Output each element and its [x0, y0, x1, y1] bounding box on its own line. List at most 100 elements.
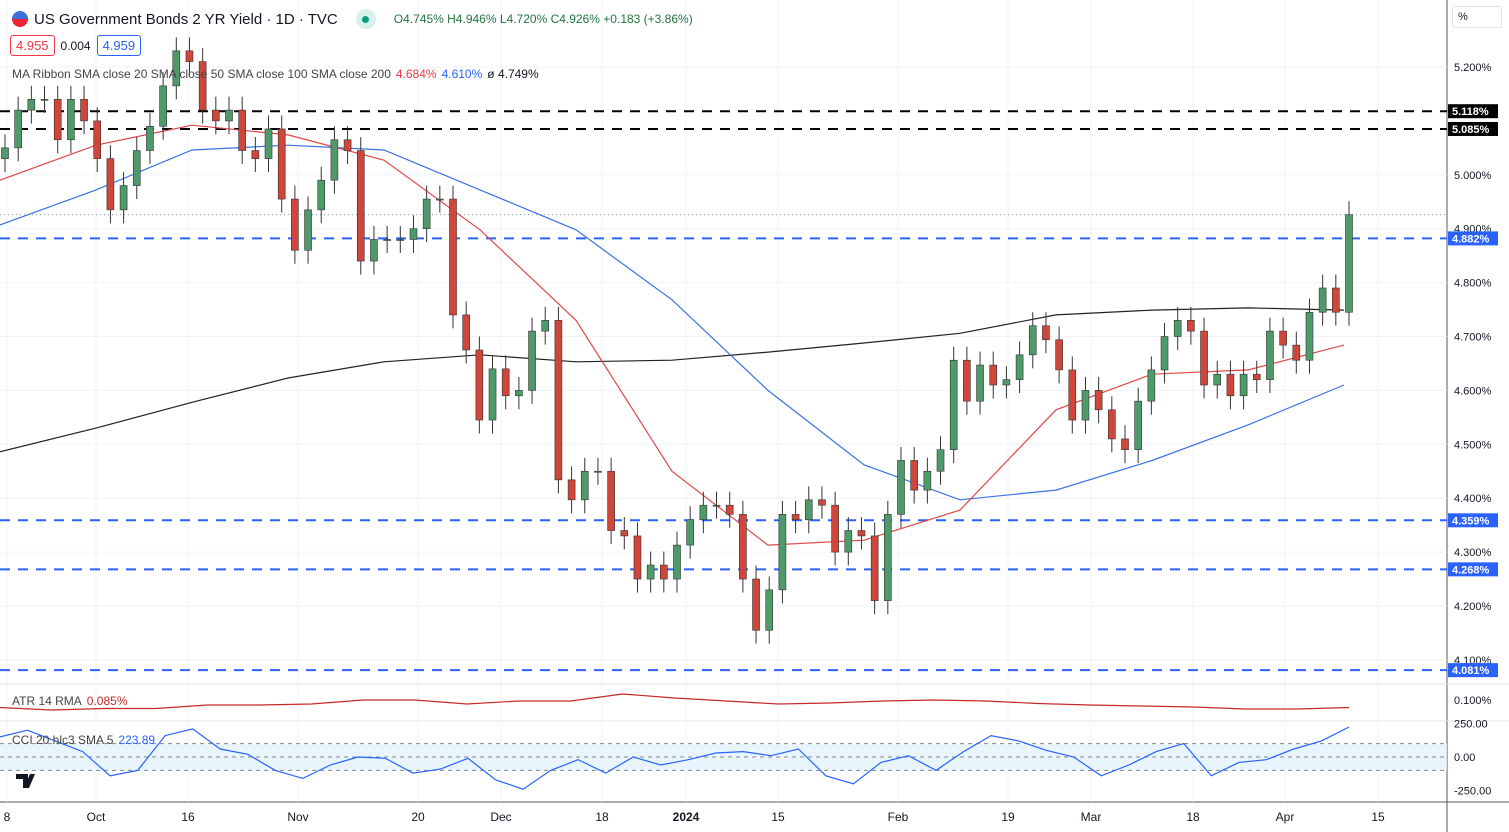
candle [844, 530, 853, 553]
candle [119, 185, 128, 211]
market-status-icon [355, 9, 376, 29]
candle [1068, 369, 1077, 421]
candle [541, 320, 550, 332]
x-tick-label: 15 [771, 810, 785, 824]
x-tick-label: 20 [411, 810, 425, 824]
candle [963, 359, 971, 402]
candle [1332, 287, 1340, 313]
level-price-tag [1448, 104, 1498, 119]
candle [594, 470, 602, 473]
candle [1002, 379, 1011, 386]
candle [515, 390, 523, 397]
candle [291, 198, 299, 251]
candle [1094, 390, 1103, 411]
x-tick-label: Dec [490, 810, 511, 824]
axis-unit-selector[interactable]: % [1452, 6, 1502, 28]
bid-ask: 4.955 0.004 4.959 [10, 35, 142, 56]
candle [238, 109, 246, 151]
sma20-line [0, 124, 1345, 546]
x-tick-label: 19 [1001, 810, 1015, 824]
candle [818, 499, 826, 506]
candle [356, 150, 365, 262]
candle [67, 99, 75, 141]
candle [884, 514, 892, 601]
candle [304, 209, 312, 251]
candle [725, 504, 734, 515]
sma200-line [0, 307, 1345, 453]
level-price-tag [1448, 663, 1498, 678]
candle [185, 50, 194, 62]
sell-button[interactable]: 4.955 [10, 35, 55, 56]
candle [870, 535, 879, 601]
candle [857, 530, 866, 537]
candle [93, 120, 102, 159]
candle [923, 470, 932, 491]
candle [1266, 330, 1274, 380]
x-tick-label: 16 [181, 810, 195, 824]
candle [567, 479, 576, 501]
candle [1173, 320, 1182, 337]
candle [212, 109, 220, 122]
candle [436, 198, 444, 201]
candle [317, 179, 326, 211]
candle [712, 504, 721, 507]
candle [1345, 214, 1353, 313]
tradingview-logo-icon [16, 774, 35, 788]
y-tick-label: 5.200% [1454, 62, 1492, 74]
candle [277, 128, 286, 200]
cci-tick-label: -250.00 [1454, 786, 1491, 798]
level-price-label: 5.085% [1452, 124, 1490, 136]
candle [765, 589, 774, 631]
candle [660, 564, 668, 580]
candle [132, 150, 141, 186]
candle [383, 239, 391, 241]
candle [831, 504, 839, 553]
level-price-label: 4.268% [1452, 564, 1490, 576]
symbol-title[interactable]: US Government Bonds 2 YR Yield · 1D · TV… [34, 10, 338, 28]
atr-legend[interactable]: ATR 14 RMA 0.085% [12, 694, 128, 708]
candle [225, 109, 233, 122]
candle [1134, 400, 1142, 450]
x-tick-label: Feb [888, 810, 909, 824]
x-tick-label: 15 [1371, 810, 1385, 824]
candle [198, 61, 207, 111]
candle [462, 314, 470, 351]
x-tick-label: Apr [1276, 810, 1295, 824]
candle [949, 359, 958, 450]
candle [370, 239, 378, 262]
candle [1015, 354, 1024, 380]
level-price-label: 4.882% [1452, 233, 1490, 245]
candle [633, 535, 642, 580]
candle [897, 460, 905, 515]
candle [343, 139, 352, 151]
candle [1055, 339, 1063, 371]
candle [1, 147, 9, 159]
candle [791, 514, 800, 521]
y-tick-label: 4.200% [1454, 601, 1492, 613]
candle [488, 368, 497, 421]
candle [409, 228, 418, 240]
candle [686, 519, 694, 546]
ma-ribbon-legend[interactable]: MA Ribbon SMA close 20 SMA close 50 SMA … [12, 67, 539, 81]
candle [1147, 369, 1156, 402]
candle [976, 364, 984, 402]
candle [422, 198, 431, 229]
candle [146, 125, 154, 151]
x-tick-label: Mar [1081, 810, 1102, 824]
y-tick-label: 4.700% [1454, 332, 1492, 344]
candle [1042, 325, 1050, 341]
buy-button[interactable]: 4.959 [96, 35, 142, 56]
candle [1200, 330, 1208, 386]
cci-legend[interactable]: CCI 20 hlc3 SMA 5 223.89 [12, 733, 156, 747]
candle [1213, 373, 1222, 386]
y-tick-label: 4.300% [1454, 547, 1492, 559]
candle [80, 99, 88, 122]
candle [910, 460, 918, 491]
x-tick-label: Nov [287, 810, 308, 824]
candle [1279, 330, 1287, 346]
x-tick-label: 18 [1186, 810, 1200, 824]
candle [528, 330, 536, 391]
candle [699, 504, 708, 521]
candle [936, 449, 945, 472]
